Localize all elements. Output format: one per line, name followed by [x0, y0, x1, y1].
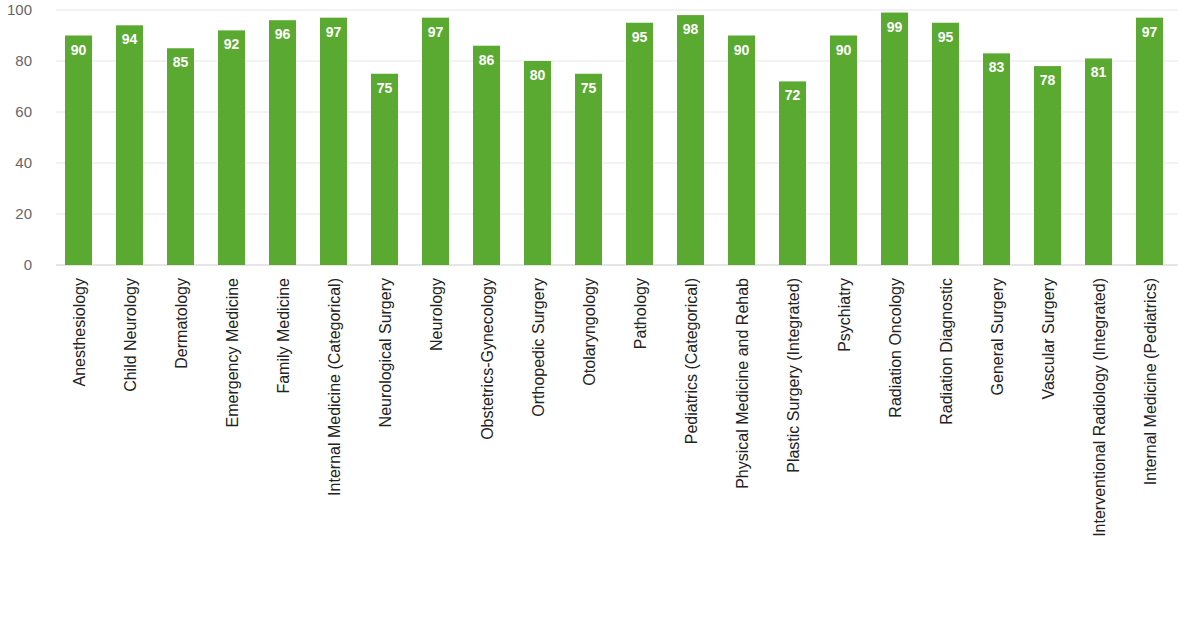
data-label: 90 [734, 42, 750, 58]
data-label: 86 [479, 52, 495, 68]
x-axis: Anesthesiology Child Neurology Dermatology… [71, 278, 1159, 537]
x-tick-label: Family Medicine [275, 278, 292, 394]
x-tick-label: Anesthesiology [71, 278, 88, 387]
bar [983, 53, 1010, 265]
y-tick-label: 40 [15, 154, 32, 171]
data-label: 75 [377, 80, 393, 96]
data-label: 72 [785, 87, 801, 103]
y-tick-label: 0 [24, 256, 32, 273]
chart-root: 0204060801009094859296977597868075959890… [0, 0, 1200, 631]
bar [371, 74, 398, 265]
bars [65, 13, 1163, 265]
x-tick-label: Psychiatry [836, 278, 853, 352]
x-tick-label: Neurology [428, 278, 445, 351]
data-label: 75 [581, 80, 597, 96]
x-tick-label: General Surgery [989, 278, 1006, 395]
data-label: 98 [683, 21, 699, 37]
x-tick-label: Pathology [632, 278, 649, 349]
x-tick-label: Internal Medicine (Categorical) [326, 278, 343, 496]
y-tick-label: 80 [15, 52, 32, 69]
x-tick-label: Pediatrics (Categorical) [683, 278, 700, 444]
grid [56, 10, 1178, 265]
x-tick-label: Radiation Oncology [887, 278, 904, 418]
bar [626, 23, 653, 265]
bar [779, 81, 806, 265]
x-tick-label: Radiation Diagnostic [938, 278, 955, 425]
data-label: 78 [1040, 72, 1056, 88]
bar [932, 23, 959, 265]
data-label: 80 [530, 67, 546, 83]
bar [1136, 18, 1163, 265]
data-label: 90 [71, 42, 87, 58]
bar [218, 30, 245, 265]
data-label: 92 [224, 36, 240, 52]
bar [524, 61, 551, 265]
bar [473, 46, 500, 265]
x-tick-label: Obstetrics-Gynecology [479, 278, 496, 440]
bar [1034, 66, 1061, 265]
data-label: 99 [887, 19, 903, 35]
bar [677, 15, 704, 265]
data-label: 97 [1142, 24, 1158, 40]
x-tick-label: Neurological Surgery [377, 278, 394, 427]
x-tick-label: Otolaryngology [581, 278, 598, 386]
bar [575, 74, 602, 265]
bar [728, 36, 755, 266]
data-label: 95 [632, 29, 648, 45]
bar [269, 20, 296, 265]
x-tick-label: Plastic Surgery (Integrated) [785, 278, 802, 473]
x-tick-label: Orthopedic Surgery [530, 278, 547, 417]
x-tick-label: Interventional Radiology (Integrated) [1091, 278, 1108, 537]
data-label: 90 [836, 42, 852, 58]
data-label: 94 [122, 31, 138, 47]
bar [830, 36, 857, 266]
grid-line [56, 10, 1178, 11]
bar [116, 25, 143, 265]
bar [320, 18, 347, 265]
x-tick-label: Internal Medicine (Pediatrics) [1142, 278, 1159, 485]
data-label: 97 [326, 24, 342, 40]
data-label: 83 [989, 59, 1005, 75]
bar [1085, 58, 1112, 265]
y-tick-label: 60 [15, 103, 32, 120]
y-tick-label: 20 [15, 205, 32, 222]
data-labels: 90 94 85 92 96 97 75 97 86 80 75 95 98 90 72 90 99 95 83 78… [71, 19, 1158, 104]
bar [167, 48, 194, 265]
data-label: 97 [428, 24, 444, 40]
x-tick-label: Vascular Surgery [1040, 278, 1057, 400]
data-label: 96 [275, 26, 291, 42]
chart-svg: 0204060801009094859296977597868075959890… [0, 0, 1200, 631]
data-label: 81 [1091, 64, 1107, 80]
x-tick-label: Emergency Medicine [224, 278, 241, 428]
bar [881, 13, 908, 265]
data-label: 85 [173, 54, 189, 70]
x-tick-label: Dermatology [173, 278, 190, 369]
bar [422, 18, 449, 265]
y-tick-label: 100 [7, 1, 32, 18]
bar [65, 36, 92, 266]
x-tick-label: Child Neurology [122, 278, 139, 392]
x-tick-label: Physical Medicine and Rehab [734, 278, 751, 489]
data-label: 95 [938, 29, 954, 45]
